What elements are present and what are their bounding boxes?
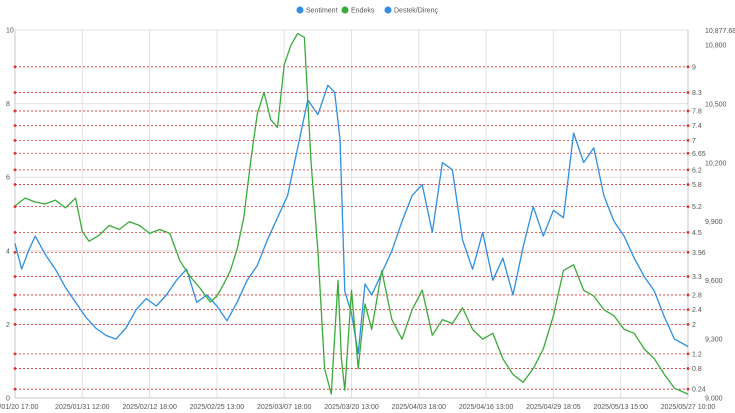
level-marker-left (13, 367, 17, 370)
y-right-tick-label: 10,800 (705, 43, 727, 50)
level-marker-left (13, 275, 17, 278)
left-axis: 0 2 4 6 8 10 (6, 28, 14, 403)
y-left-tick-label: 0 (6, 396, 10, 403)
level-label: 3.96 (692, 250, 706, 257)
x-tick-label: 15/01/20 17:00 (0, 404, 38, 411)
level-marker-right (686, 293, 690, 297)
level-marker-right (686, 183, 690, 186)
grid (14, 29, 689, 399)
level-label: 1.2 (692, 351, 702, 358)
y-right-top-label: 10,877.68 (705, 28, 735, 35)
level-label: 2.8 (692, 292, 702, 299)
level-label: 2 (692, 322, 696, 329)
level-label: 7.8 (692, 108, 702, 115)
level-marker-right (686, 109, 690, 113)
y-left-tick-label: 2 (6, 322, 10, 329)
level-marker-right (686, 168, 690, 172)
level-label: 0.8 (692, 366, 702, 373)
level-marker-left (13, 387, 17, 391)
legend-marker (384, 6, 392, 14)
y-left-tick-label: 6 (6, 175, 10, 182)
level-label: 9 (692, 64, 696, 71)
level-label: 3.3 (692, 274, 702, 281)
level-marker-right (686, 367, 690, 370)
x-tick-label: 2025/02/25 13:00 (190, 404, 245, 411)
level-label: 5.2 (692, 204, 702, 211)
x-tick-label: 2025/04/29 18:05 (526, 404, 581, 411)
series-line-endeks (14, 32, 689, 395)
y-right-tick-label: 10,500 (705, 102, 727, 109)
x-tick-label: 2025/05/13 15:00 (593, 404, 648, 411)
legend-marker (341, 6, 349, 14)
level-marker-right (686, 275, 690, 278)
legend-label: Endeks (351, 8, 375, 15)
level-marker-left (13, 124, 17, 128)
y-right-tick-label: 9,300 (705, 337, 723, 344)
level-label: 8.3 (692, 90, 702, 97)
level-label: 6.65 (692, 151, 706, 158)
x-axis: 15/01/20 17:00 2025/01/31 12:00 2025/02/12… (0, 404, 715, 411)
x-tick-label: 2025/04/03 18:00 (392, 404, 447, 411)
x-tick-label: 2025/04/16 13:00 (459, 404, 514, 411)
series-lines (14, 32, 689, 395)
level-marker-left (13, 308, 17, 312)
support-resistance-lines: 0.24 0.8 1.2 2 2.4 2.8 3.3 3.96 4.5 5.2 5.8 6.2 6.65… (13, 64, 706, 394)
level-label: 6.2 (692, 167, 702, 174)
y-left-tick-label: 8 (6, 101, 10, 108)
level-marker-left (13, 109, 17, 113)
level-marker-right (686, 387, 690, 391)
level-marker-left (13, 139, 17, 142)
y-right-tick-label: 9,000 (705, 396, 723, 403)
legend-label: Destek/Direnç (394, 8, 438, 15)
level-marker-right (686, 124, 690, 128)
x-tick-label: 2025/01/31 12:00 (55, 404, 110, 411)
level-label: 0.24 (692, 387, 706, 394)
level-marker-right (686, 352, 690, 356)
x-tick-label: 2025/05/27 10:00 (661, 404, 716, 411)
y-left-tick-label: 10 (6, 28, 14, 35)
level-label: 7.4 (692, 123, 702, 130)
level-marker-left (13, 352, 17, 356)
series-line-sentiment (14, 84, 689, 355)
y-right-tick-label: 9,600 (705, 278, 723, 285)
level-marker-right (686, 91, 690, 94)
y-right-tick-label: 10,200 (705, 160, 727, 167)
y-left-tick-label: 4 (6, 248, 10, 255)
level-marker-right (686, 308, 690, 312)
level-marker-right (686, 139, 690, 142)
legend-marker (296, 6, 304, 14)
level-label: 4.5 (692, 230, 702, 237)
x-tick-label: 2025/02/12 18:00 (122, 404, 177, 411)
level-marker-left (13, 151, 17, 155)
right-axis: 10,877.68 9,000 9,300 9,600 9,900 10,200 10,50… (705, 28, 735, 403)
legend: Sentiment Endeks Destek/Direnç (296, 6, 438, 15)
level-marker-left (13, 168, 17, 172)
level-marker-right (686, 231, 690, 234)
level-marker-left (13, 250, 17, 254)
level-label: 7 (692, 138, 696, 145)
x-tick-label: 2025/03/20 13:00 (324, 404, 379, 411)
level-marker-left (13, 65, 17, 69)
y-right-tick-label: 9,900 (705, 219, 723, 226)
level-marker-right (686, 250, 690, 254)
level-marker-left (13, 323, 17, 326)
level-marker-right (686, 323, 690, 326)
level-marker-left (13, 293, 17, 297)
level-marker-left (13, 231, 17, 234)
level-label: 5.8 (692, 182, 702, 189)
level-marker-right (686, 151, 690, 155)
legend-label: Sentiment (306, 8, 338, 15)
level-marker-left (13, 91, 17, 94)
level-marker-right (686, 205, 690, 209)
level-label: 2.4 (692, 307, 702, 314)
x-tick-label: 2025/03/07 18:00 (257, 404, 312, 411)
level-marker-left (13, 183, 17, 186)
level-marker-right (686, 65, 690, 69)
